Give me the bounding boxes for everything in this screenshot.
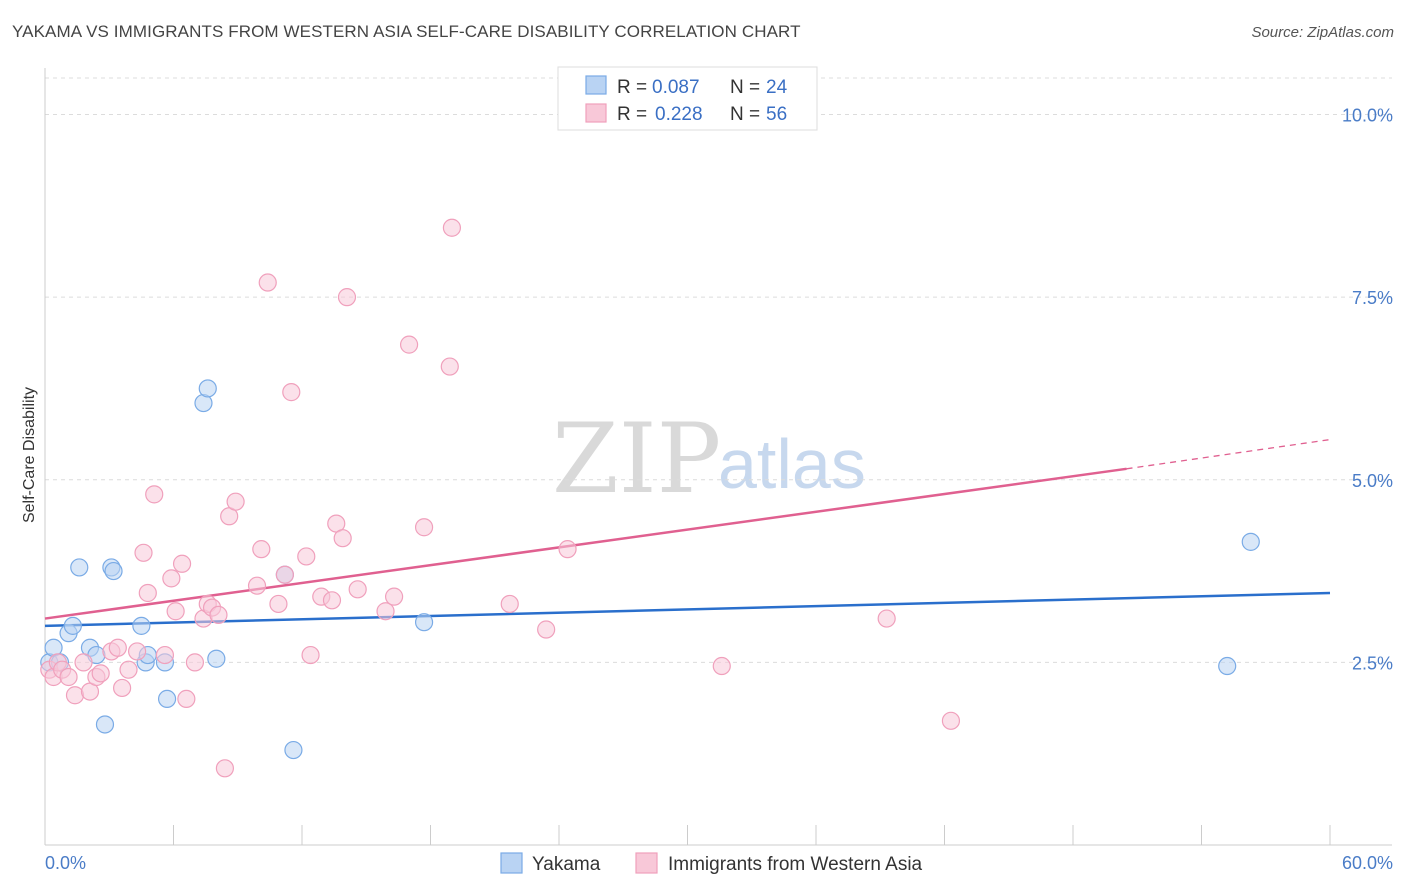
point-1-18 bbox=[155, 645, 175, 665]
point-1-11 bbox=[108, 638, 127, 657]
point-1-28 bbox=[215, 759, 234, 778]
point-1-19 bbox=[162, 569, 181, 588]
point-0-10 bbox=[104, 561, 123, 581]
stats-n-label-2: N = bbox=[730, 104, 760, 125]
y-tick-label-3: 10.0% bbox=[1342, 106, 1393, 126]
stats-legend-swatch-immigrants bbox=[585, 103, 607, 123]
point-1-23 bbox=[185, 653, 205, 672]
y-tick-label-2: 7.5% bbox=[1352, 288, 1393, 308]
chart-title: YAKAMA VS IMMIGRANTS FROM WESTERN ASIA S… bbox=[12, 22, 801, 41]
point-1-20 bbox=[166, 602, 185, 621]
point-1-12 bbox=[112, 678, 132, 698]
point-1-32 bbox=[252, 540, 271, 559]
trend-line-ext-1 bbox=[1126, 438, 1331, 470]
point-1-22 bbox=[177, 689, 196, 709]
point-1-50 bbox=[442, 218, 462, 237]
stats-r-label-2: R = bbox=[617, 104, 647, 125]
stats-r-value-2: 0.228 bbox=[655, 104, 703, 125]
stats-n-value-2: 56 bbox=[766, 104, 787, 125]
point-1-48 bbox=[414, 518, 434, 537]
point-1-5 bbox=[65, 686, 85, 705]
point-1-15 bbox=[134, 543, 153, 562]
point-1-27 bbox=[209, 605, 228, 625]
stats-legend-swatch-yakama bbox=[585, 75, 607, 95]
point-0-4 bbox=[63, 616, 82, 635]
point-1-36 bbox=[282, 383, 301, 402]
point-1-49 bbox=[440, 357, 459, 376]
y-tick-label-1: 5.0% bbox=[1352, 471, 1393, 491]
point-0-15 bbox=[157, 689, 177, 709]
point-1-44 bbox=[348, 580, 367, 599]
point-0-23 bbox=[1241, 532, 1260, 551]
point-1-31 bbox=[247, 576, 267, 595]
point-0-20 bbox=[284, 740, 303, 760]
point-1-9 bbox=[91, 664, 110, 683]
point-1-14 bbox=[127, 642, 147, 661]
legend-label-yakama: Yakama bbox=[532, 854, 601, 875]
stats-legend: R = 0.087 N = 24 R = 0.228 N = 56 bbox=[557, 66, 818, 131]
legend-swatch-yakama bbox=[500, 852, 523, 874]
legend-label-immigrants: Immigrants from Western Asia bbox=[668, 854, 923, 875]
point-1-34 bbox=[269, 594, 288, 614]
point-1-38 bbox=[301, 645, 320, 665]
y-axis-label: Self-Care Disability bbox=[21, 387, 38, 523]
point-0-11 bbox=[132, 616, 151, 635]
trend-line-1 bbox=[44, 467, 1127, 620]
point-0-21 bbox=[414, 613, 434, 632]
point-1-56 bbox=[941, 711, 961, 730]
point-1-46 bbox=[384, 587, 404, 606]
series-points-1 bbox=[40, 218, 961, 778]
stats-n-label-1: N = bbox=[730, 77, 760, 98]
point-0-5 bbox=[70, 558, 89, 577]
point-1-33 bbox=[258, 273, 277, 292]
point-1-53 bbox=[558, 540, 577, 559]
point-1-13 bbox=[119, 660, 138, 679]
point-0-18 bbox=[207, 649, 226, 668]
point-1-21 bbox=[172, 554, 192, 573]
watermark-zip: ZIP bbox=[552, 403, 721, 515]
x-tick-label-0: 0.0% bbox=[45, 853, 86, 873]
point-1-40 bbox=[322, 591, 342, 610]
point-1-47 bbox=[399, 335, 419, 354]
point-0-8 bbox=[95, 715, 115, 734]
point-1-35 bbox=[275, 565, 294, 584]
y-tick-label-0: 2.5% bbox=[1352, 653, 1393, 673]
point-1-54 bbox=[712, 656, 731, 676]
legend-swatch-immigrants bbox=[635, 852, 658, 874]
point-1-43 bbox=[337, 288, 357, 307]
point-1-6 bbox=[74, 653, 93, 672]
point-1-45 bbox=[376, 602, 395, 621]
source-label: Source: ZipAtlas.com bbox=[1251, 24, 1394, 41]
series-legend: Yakama Immigrants from Western Asia bbox=[500, 852, 923, 875]
stats-n-value-1: 24 bbox=[766, 77, 788, 98]
stats-r-label-1: R = bbox=[617, 77, 647, 98]
point-1-52 bbox=[537, 620, 556, 639]
point-0-17 bbox=[198, 379, 217, 398]
point-1-30 bbox=[226, 492, 245, 511]
watermark: ZIP atlas bbox=[552, 403, 866, 515]
point-1-16 bbox=[138, 583, 157, 603]
point-1-51 bbox=[500, 594, 519, 614]
point-1-55 bbox=[877, 609, 896, 628]
trend-line-0 bbox=[44, 591, 1331, 628]
x-tick-label-1: 60.0% bbox=[1342, 853, 1393, 873]
point-1-4 bbox=[59, 667, 78, 687]
point-1-17 bbox=[145, 485, 164, 504]
point-1-42 bbox=[333, 529, 352, 548]
point-0-22 bbox=[1218, 656, 1237, 676]
point-1-37 bbox=[297, 547, 316, 566]
stats-r-value-1: 0.087 bbox=[652, 77, 700, 98]
watermark-atlas: atlas bbox=[718, 425, 866, 503]
